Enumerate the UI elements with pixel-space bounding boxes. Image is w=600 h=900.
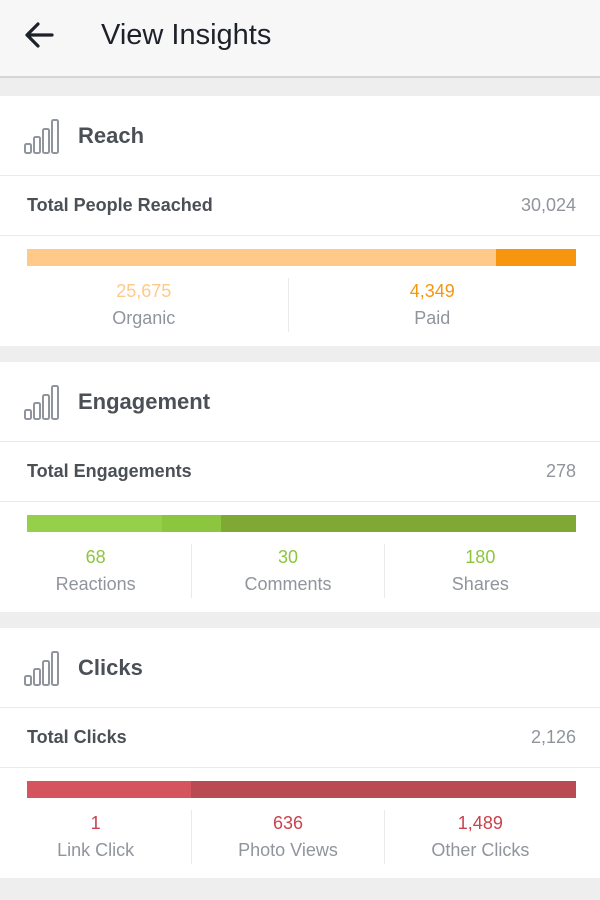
back-button[interactable] (24, 13, 72, 61)
clicks-bar-wrap (0, 768, 600, 798)
stat-paid[interactable]: 4,349 Paid (287, 278, 577, 332)
stat-value: 25,675 (116, 281, 172, 301)
stat-value: 1 (90, 813, 101, 833)
engagement-header: Engagement (0, 362, 600, 442)
total-value: 30,024 (520, 195, 576, 215)
stat-label: Organic (112, 308, 176, 328)
stat-photo-views[interactable]: 636 Photo Views (191, 810, 383, 864)
clicks-title: Clicks (78, 654, 143, 680)
stat-value: 180 (465, 547, 496, 567)
stat-label: Photo Views (238, 840, 338, 860)
clicks-total-row: Total Clicks 2,126 (0, 708, 600, 768)
stat-label: Shares (451, 574, 509, 594)
reach-stats: 25,675 Organic 4,349 Paid (0, 266, 600, 346)
stat-label: Reactions (55, 574, 136, 594)
total-label: Total Engagements (27, 461, 192, 481)
reach-bar-wrap (0, 236, 600, 266)
engagement-bar-segment-shares (220, 515, 576, 532)
stat-shares[interactable]: 180 Shares (383, 544, 576, 598)
engagement-stats: 68 Reactions 30 Comments 180 Shares (0, 532, 600, 612)
stat-value: 1,489 (457, 813, 503, 833)
app-bar: View Insights (0, 0, 600, 78)
stat-link-click[interactable]: 1 Link Click (0, 810, 191, 864)
bar-chart-icon (24, 649, 62, 687)
clicks-header: Clicks (0, 628, 600, 708)
insights-sections: Reach Total People Reached 30,024 25,675 Org… (0, 96, 600, 878)
reach-stacked-bar (27, 249, 576, 266)
engagement-bar-segment-reactions (27, 515, 162, 532)
stat-organic[interactable]: 25,675 Organic (0, 278, 288, 332)
bar-chart-icon (24, 117, 62, 155)
stat-reactions[interactable]: 68 Reactions (0, 544, 191, 598)
reach-total-row: Total People Reached 30,024 (0, 176, 600, 236)
reach-card: Reach Total People Reached 30,024 25,675 Org… (0, 96, 600, 346)
arrow-left-icon (24, 21, 54, 53)
engagement-stacked-bar (27, 515, 576, 532)
clicks-stacked-bar (27, 781, 576, 798)
stat-value: 636 (272, 813, 304, 833)
engagement-total-row: Total Engagements 278 (0, 442, 600, 502)
reach-bar-segment-paid (496, 249, 576, 266)
page-title: View Insights (101, 19, 272, 51)
total-label: Total Clicks (27, 727, 127, 747)
stat-value: 68 (85, 547, 106, 567)
engagement-card: Engagement Total Engagements 278 68 Reaction… (0, 362, 600, 612)
clicks-bar-segment-other-clicks (191, 781, 576, 798)
total-value: 2,126 (530, 727, 576, 747)
stat-comments[interactable]: 30 Comments (191, 544, 383, 598)
reach-header: Reach (0, 96, 600, 176)
reach-bar-segment-organic (27, 249, 497, 266)
engagement-bar-segment-comments (161, 515, 221, 532)
total-value: 278 (545, 461, 576, 481)
stat-label: Link Click (57, 840, 135, 860)
reach-title: Reach (78, 122, 145, 148)
clicks-card: Clicks Total Clicks 2,126 1 Link Click 636 Pho… (0, 628, 600, 878)
stat-value: 4,349 (409, 281, 455, 301)
stat-other-clicks[interactable]: 1,489 Other Clicks (383, 810, 576, 864)
engagement-title: Engagement (78, 388, 211, 414)
bar-chart-icon (24, 383, 62, 421)
total-label: Total People Reached (27, 195, 213, 215)
stat-label: Comments (244, 574, 332, 594)
stat-value: 30 (277, 547, 298, 567)
engagement-bar-wrap (0, 502, 600, 532)
stat-label: Other Clicks (431, 840, 530, 860)
clicks-stats: 1 Link Click 636 Photo Views 1,489 Other Clic… (0, 798, 600, 878)
stat-label: Paid (414, 308, 451, 328)
clicks-bar-segment-photo-views (27, 781, 192, 798)
